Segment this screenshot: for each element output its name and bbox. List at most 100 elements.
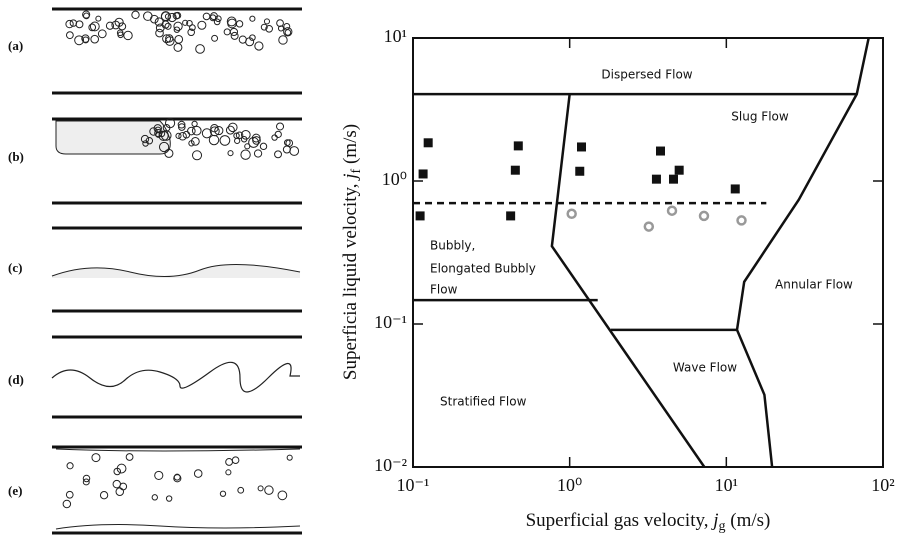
bubble (155, 28, 164, 38)
bubble (190, 136, 200, 146)
region-label: Wave Flow (673, 361, 737, 375)
wave-small-line (51, 263, 301, 278)
bubble (191, 125, 202, 136)
bubble (278, 35, 288, 45)
bubble (271, 134, 278, 141)
bubble (154, 470, 164, 480)
bubble (91, 453, 101, 463)
bubble (214, 126, 224, 136)
bubble (164, 22, 172, 30)
bubble (197, 20, 207, 30)
bubble (188, 140, 195, 147)
bubble (214, 15, 222, 23)
bubble (223, 28, 231, 36)
data-square (655, 146, 665, 156)
bubble (277, 490, 288, 501)
data-square (668, 174, 678, 184)
bubble (175, 132, 182, 139)
bubble (227, 150, 234, 157)
bubble (254, 41, 264, 51)
data-square (510, 165, 520, 175)
bubble (154, 128, 163, 138)
bubble (155, 131, 162, 138)
region-label: Bubbly, (430, 239, 475, 253)
bubble (274, 150, 282, 159)
elongated-bubble (55, 120, 171, 155)
bubble (116, 463, 127, 474)
axis-label-symbol: j (340, 173, 361, 181)
region-label: Dispersed Flow (601, 68, 692, 82)
data-square (513, 141, 523, 151)
bubble (231, 456, 240, 464)
bubble (274, 130, 282, 138)
data-square (575, 166, 585, 176)
bubble (142, 140, 149, 147)
top-film (55, 448, 301, 452)
bubble (276, 19, 284, 27)
bubble (260, 23, 268, 31)
bubble (99, 491, 109, 500)
bubble (228, 122, 238, 133)
xlabel: Superficial gas velocity, jg (m/s) (526, 510, 771, 534)
bubble (90, 34, 100, 44)
y-tick-label: 10⁻¹ (374, 312, 407, 332)
y-tick-label: 10⁻² (374, 455, 407, 475)
wave-small (52, 264, 300, 278)
axis-label-text: Superficia liquid velocity, (340, 179, 361, 380)
bubble (237, 486, 245, 494)
bubble (173, 21, 183, 31)
region-label: Elongated Bubbly (430, 262, 536, 276)
bubble (125, 453, 134, 461)
bubble (230, 31, 239, 40)
bubble (83, 12, 90, 20)
bubble (235, 20, 244, 28)
data-square (418, 169, 428, 179)
x-tick-label: 10⁻¹ (397, 475, 430, 495)
x-tick-label: 10¹ (715, 475, 738, 495)
bubble (167, 12, 177, 23)
bubble (97, 29, 107, 39)
axis-label-subscript: f (349, 168, 364, 173)
bubble (252, 136, 261, 145)
bubble (105, 21, 115, 30)
bubble (201, 128, 212, 139)
panel-label: (c) (8, 260, 22, 275)
schematics: (a) (b) (c) (d) (e) (8, 7, 302, 535)
bubble (191, 150, 203, 161)
plot-frame (412, 37, 884, 468)
bubble (173, 42, 183, 52)
axis-label-unit: (m/s) (726, 510, 771, 531)
ylabel: Superficia liquid velocity, jf (m/s) (340, 124, 364, 380)
bubble (276, 122, 285, 131)
bubble (155, 23, 165, 33)
bubble (286, 454, 293, 461)
bubble (82, 36, 90, 44)
axis-label-unit: (m/s) (340, 124, 361, 169)
bubble (117, 31, 124, 39)
bubble (240, 129, 251, 140)
bubble (195, 44, 205, 54)
axis-label-text: Superficial gas velocity, (526, 510, 714, 531)
data-square (674, 165, 684, 175)
x-tick-label: 10⁰ (557, 475, 582, 495)
region-label: Slug Flow (731, 110, 789, 124)
bubble (187, 28, 195, 37)
bubble (234, 137, 241, 144)
region-label: Annular Flow (775, 278, 853, 292)
bubble (219, 135, 231, 146)
data-square (730, 184, 740, 194)
data-square (423, 138, 433, 148)
bubble (115, 487, 125, 496)
x-tick-label: 10² (871, 475, 894, 495)
bubble (186, 19, 193, 27)
bubble (225, 469, 232, 476)
axis-label-subscript: g (719, 519, 726, 534)
panel-label: (b) (8, 149, 24, 164)
bubble (211, 34, 219, 42)
regime-boundary (550, 93, 706, 468)
bubble (249, 15, 256, 22)
data-circle (643, 221, 655, 232)
bubble (173, 26, 181, 33)
bubble (285, 139, 294, 147)
